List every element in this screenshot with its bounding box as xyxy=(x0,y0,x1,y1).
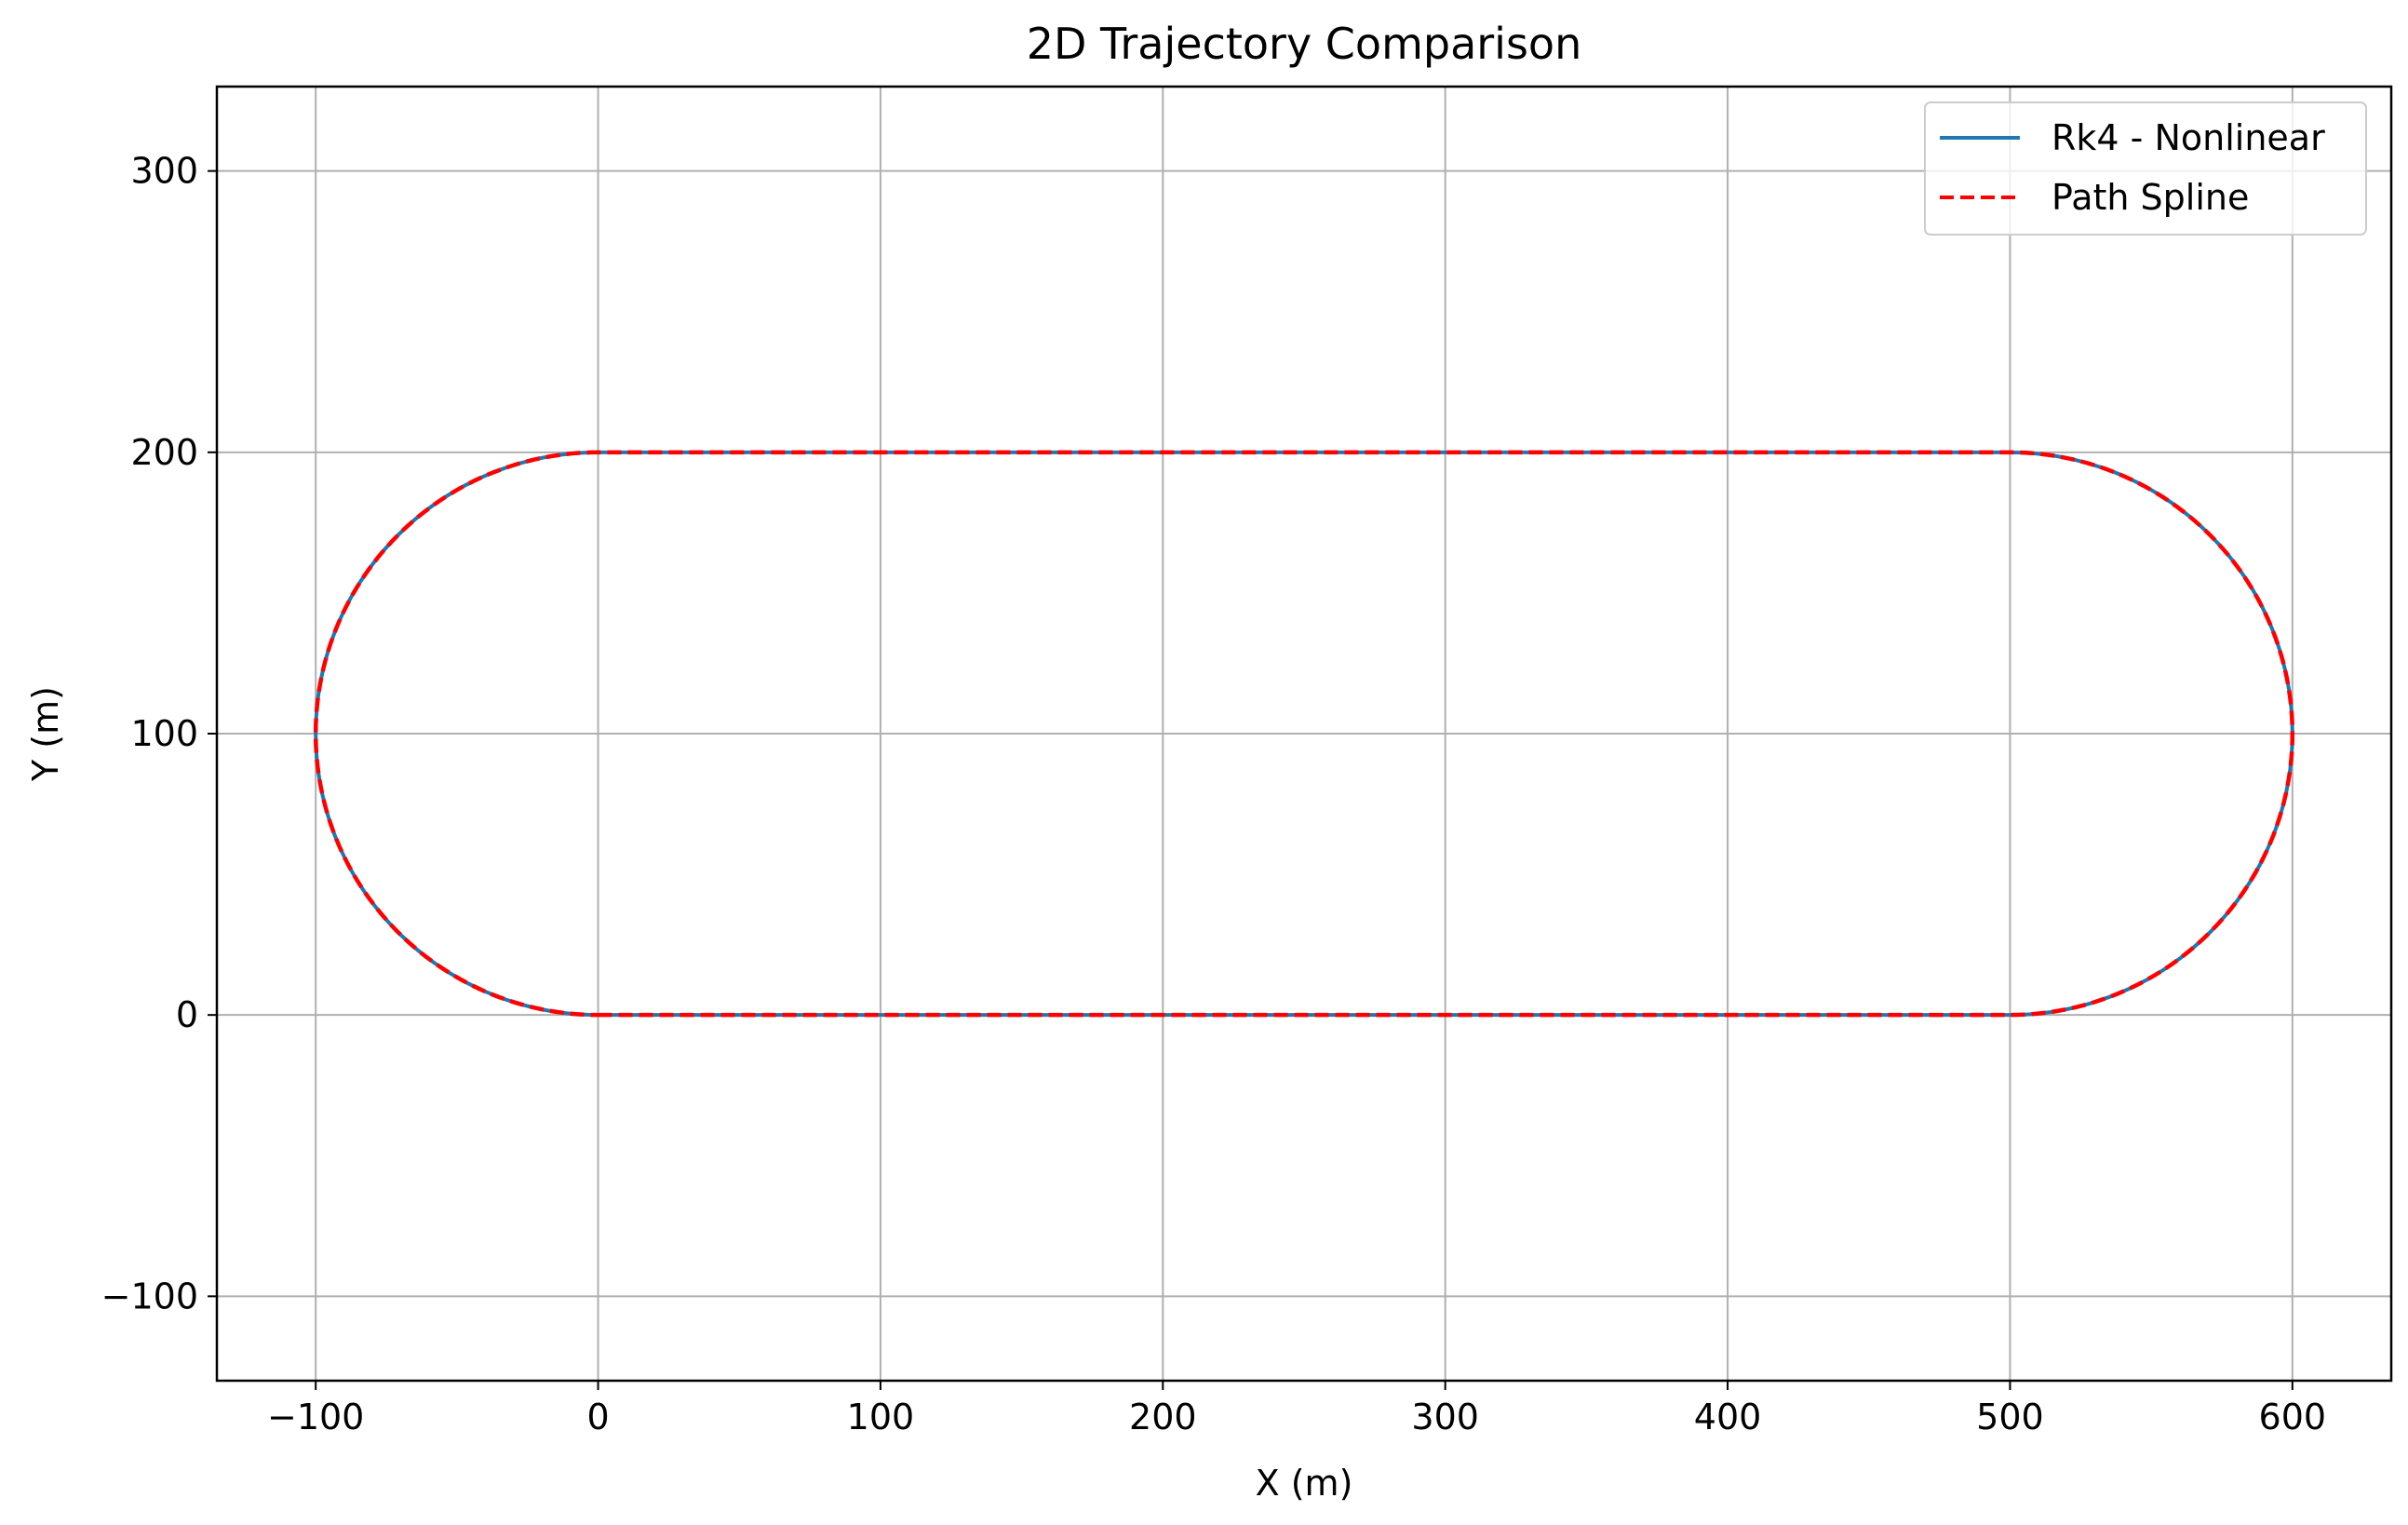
x-tick-label: 400 xyxy=(1694,1397,1762,1437)
y-tick-label: 200 xyxy=(130,432,198,473)
x-tick-label: 100 xyxy=(847,1397,915,1437)
ticks-layer: −100 0 100 200 300 400 500 600 −100 0 100 200 300 xyxy=(101,151,2326,1437)
x-axis-label: X (m) xyxy=(1256,1463,1353,1504)
legend-box xyxy=(1924,101,2367,236)
y-tick-label: 0 xyxy=(176,994,198,1035)
legend: Rk4 - Nonlinear Path Spline xyxy=(1924,101,2367,236)
legend-label-rk4: Rk4 - Nonlinear xyxy=(2052,117,2325,158)
x-tick-label: 500 xyxy=(1976,1397,2044,1437)
x-tick-label: 200 xyxy=(1129,1397,1197,1437)
y-tick-label: 100 xyxy=(130,713,198,754)
legend-label-path-spline: Path Spline xyxy=(2052,177,2249,218)
chart-title: 2D Trajectory Comparison xyxy=(1027,19,1581,69)
y-tick-label: 300 xyxy=(130,151,198,192)
x-tick-label: 600 xyxy=(2259,1397,2327,1437)
x-tick-label: −100 xyxy=(267,1397,364,1437)
x-tick-label: 300 xyxy=(1411,1397,1479,1437)
y-axis-label: Y (m) xyxy=(25,686,66,782)
y-tick-label: −100 xyxy=(101,1275,198,1316)
x-tick-label: 0 xyxy=(586,1397,609,1437)
